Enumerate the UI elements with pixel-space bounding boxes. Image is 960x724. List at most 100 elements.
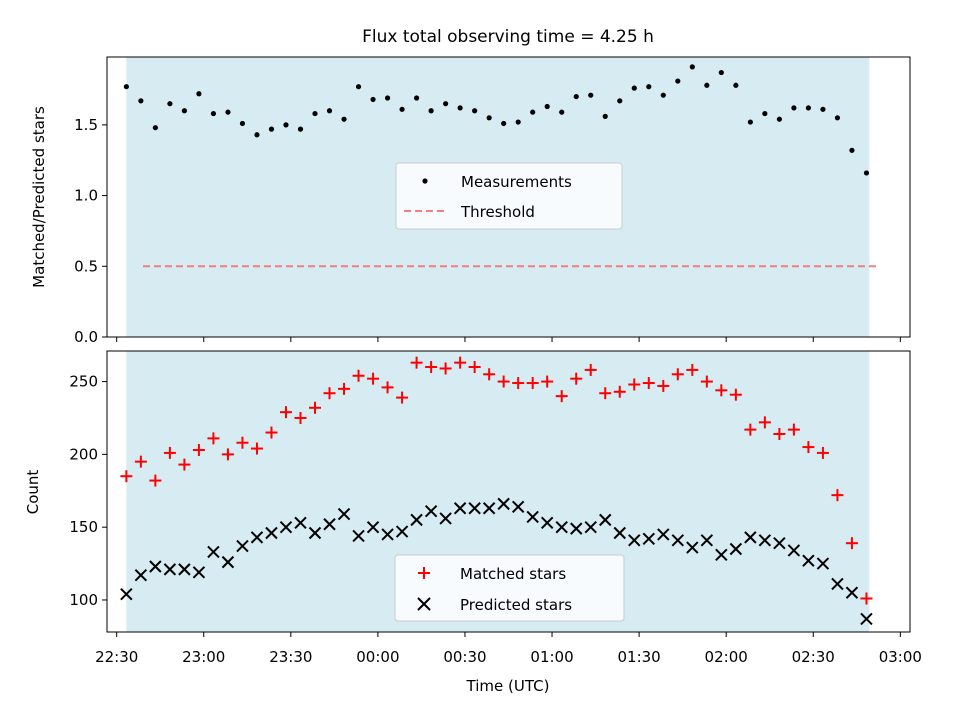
predicted-star-point	[628, 534, 641, 547]
matched-legend-label: Matched stars	[460, 565, 566, 583]
measurement-point	[573, 93, 579, 100]
measurement-point	[268, 126, 275, 132]
measurement-point	[849, 147, 855, 153]
matched-star-point	[192, 444, 205, 457]
matched-star-point	[483, 368, 496, 381]
measurement-point	[486, 115, 492, 121]
measurement-point	[210, 110, 217, 117]
matched-star-point	[729, 388, 742, 401]
matched-star-point	[207, 432, 220, 445]
measurement-point	[167, 101, 173, 107]
count-y-axis-label: Count	[24, 470, 42, 515]
measurement-point	[776, 116, 782, 122]
measurement-point	[138, 98, 144, 104]
predicted-star-point	[468, 502, 481, 515]
matched-star-point	[526, 377, 539, 390]
measurement-point	[283, 122, 289, 128]
measurement-point	[370, 96, 376, 103]
predicted-star-point	[381, 528, 394, 541]
count-y-tick-label: 200	[69, 445, 98, 463]
predicted-star-point	[308, 526, 322, 540]
measurement-point	[181, 108, 188, 114]
threshold-legend-label: Threshold	[460, 203, 535, 221]
measurement-point	[544, 103, 550, 110]
predicted-star-point	[860, 612, 873, 626]
matched-legend-marker	[418, 567, 430, 579]
predicted-star-point	[758, 534, 772, 547]
matched-star-point	[816, 446, 829, 459]
predicted-star-point	[134, 569, 148, 582]
predicted-star-point	[410, 513, 423, 527]
matched-star-point	[715, 384, 728, 397]
matched-stars-points	[120, 356, 873, 605]
measurement-point	[559, 109, 565, 115]
predicted-star-point	[352, 529, 365, 543]
matched-star-point	[845, 537, 858, 550]
measurement-point	[675, 78, 681, 84]
predicted-star-point	[570, 522, 583, 535]
predicted-star-point	[599, 513, 612, 527]
measurements-legend-label: Measurements	[461, 173, 572, 191]
count-y-tick-label: 100	[69, 591, 98, 609]
matched-star-point	[773, 427, 786, 440]
matched-star-point	[570, 372, 583, 385]
measurement-point	[820, 106, 826, 112]
predicted-star-point	[715, 548, 728, 562]
matched-star-point	[120, 470, 133, 483]
measurement-point	[399, 106, 405, 112]
predicted-star-point	[178, 563, 191, 576]
matched-star-point	[497, 375, 510, 388]
measurement-point	[733, 82, 739, 88]
measurement-point	[239, 120, 246, 127]
count-x-axis: 22:30 23:00 23:30 00:00 00:30 01:00 01:30 02:00…	[95, 632, 922, 666]
matched-star-point	[831, 489, 844, 502]
measurements-legend-marker	[422, 178, 428, 184]
measurement-point	[660, 92, 666, 98]
predicted-star-point	[395, 525, 409, 538]
x-tick-label: 03:00	[879, 648, 922, 666]
chart-title: Flux total observing time = 4.25 h	[362, 27, 654, 47]
x-tick-label: 00:30	[443, 648, 486, 666]
matched-star-point	[758, 416, 771, 429]
measurement-points	[123, 64, 870, 176]
measurement-point	[312, 110, 318, 117]
predicted-star-point	[845, 586, 859, 599]
matched-star-point	[279, 406, 292, 419]
matched-star-point	[149, 474, 162, 487]
x-tick-label: 00:00	[356, 648, 399, 666]
predicted-legend-marker	[417, 597, 431, 611]
predicted-star-point	[497, 497, 510, 511]
matched-star-point	[439, 362, 452, 375]
predicted-star-point	[250, 531, 264, 544]
matched-star-point	[236, 436, 249, 449]
predicted-star-point	[686, 541, 699, 554]
count-y-axis: 100 150 200 250	[69, 373, 107, 609]
ratio-x-ticks	[116, 337, 901, 342]
ratio-y-tick-label: 0.5	[74, 257, 98, 275]
predicted-star-point	[671, 534, 685, 547]
matched-star-point	[410, 356, 423, 369]
matched-star-point	[425, 361, 438, 374]
measurement-point	[225, 109, 231, 115]
predicted-star-point	[773, 536, 786, 550]
measurement-point	[646, 84, 652, 90]
count-panel: 100 150 200 250 22:30 23:00 23:30 00:00 00:30 01…	[24, 350, 922, 695]
predicted-star-point	[424, 504, 438, 518]
x-tick-label: 02:00	[705, 648, 748, 666]
matched-star-point	[584, 363, 597, 376]
measurement-point	[123, 84, 129, 90]
measurement-point	[196, 91, 202, 97]
matched-star-point	[744, 423, 757, 436]
matched-star-point	[686, 363, 699, 376]
predicted-star-point	[657, 528, 670, 541]
predicted-star-point	[163, 563, 177, 576]
predicted-star-point	[831, 577, 844, 591]
predicted-star-point	[540, 516, 554, 530]
matched-star-point	[468, 361, 481, 374]
matched-star-point	[454, 356, 467, 369]
measurement-point	[530, 109, 536, 115]
count-y-tick-label: 150	[69, 518, 98, 536]
matched-star-point	[512, 377, 525, 390]
x-tick-label: 01:30	[617, 648, 660, 666]
